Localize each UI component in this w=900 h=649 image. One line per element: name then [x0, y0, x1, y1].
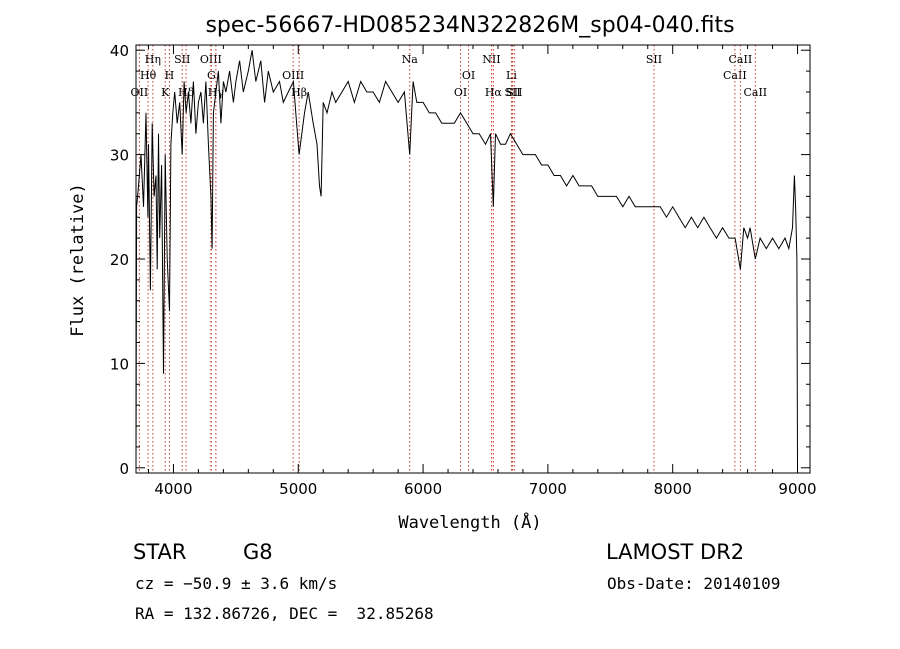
- spectrum-line: [135, 50, 798, 468]
- line-marker-label: Hδ: [178, 86, 195, 99]
- y-tick-label: 30: [110, 147, 129, 165]
- line-marker-label: H: [165, 69, 175, 82]
- x-tick-label: 9000: [778, 480, 816, 498]
- y-tick-label: 0: [119, 460, 129, 478]
- chart-title: spec-56667-HD085234N322826M_sp04-040.fit…: [205, 13, 734, 38]
- redshift-velocity: cz = −50.9 ± 3.6 km/s: [135, 574, 338, 593]
- line-marker-label: OIII: [282, 69, 304, 82]
- line-marker-label: NII: [482, 53, 500, 66]
- y-tick-label: 40: [110, 42, 129, 60]
- line-marker-label: SII: [646, 53, 662, 66]
- line-marker-label: SII: [504, 86, 520, 99]
- line-marker-label: OI: [454, 86, 467, 99]
- plot-frame: [135, 44, 811, 474]
- y-axis-label: Flux (relative): [68, 183, 88, 337]
- line-marker-label: Hα: [485, 86, 503, 99]
- y-tick-label: 10: [110, 355, 129, 373]
- line-marker-label: SII: [174, 53, 190, 66]
- ra-dec-coordinates: RA = 132.86726, DEC = 32.85268: [135, 604, 434, 623]
- line-marker-label: Hη: [145, 53, 161, 66]
- observation-date: Obs-Date: 20140109: [607, 574, 781, 593]
- x-tick-label: 8000: [654, 480, 692, 498]
- line-marker-label: Li: [506, 69, 517, 82]
- line-marker-label: CaII: [729, 53, 753, 66]
- line-marker-label: Hβ: [291, 86, 307, 99]
- x-tick-label: 6000: [404, 480, 442, 498]
- x-tick-label: 5000: [279, 480, 317, 498]
- line-marker-label: Na: [402, 53, 419, 66]
- line-marker-label: CaII: [743, 86, 767, 99]
- y-tick-label: 20: [110, 251, 129, 269]
- emission-line-markers: OIIHθHηKHSIIHδOIIIGHγOIIIHβNaOIOINIIHαLi…: [131, 45, 767, 473]
- x-axis-label: Wavelength (Å): [398, 511, 541, 533]
- line-marker-label: OI: [462, 69, 475, 82]
- axis-ticks: 4000 5000 6000 7000 8000 9000 0 10 20 30 40: [110, 42, 817, 498]
- object-subclass: G8: [243, 540, 273, 564]
- line-marker-label: OII: [131, 86, 149, 99]
- line-marker-label: K: [161, 86, 170, 99]
- line-marker-label: G: [207, 69, 216, 82]
- x-tick-label: 4000: [154, 480, 192, 498]
- line-marker-label: OIII: [200, 53, 222, 66]
- line-marker-label: Hθ: [140, 69, 157, 82]
- line-marker-label: CaII: [723, 69, 747, 82]
- survey-name: LAMOST DR2: [606, 540, 745, 564]
- line-marker-label: SII: [506, 86, 522, 99]
- x-tick-label: 7000: [529, 480, 567, 498]
- object-class: STAR: [133, 540, 187, 564]
